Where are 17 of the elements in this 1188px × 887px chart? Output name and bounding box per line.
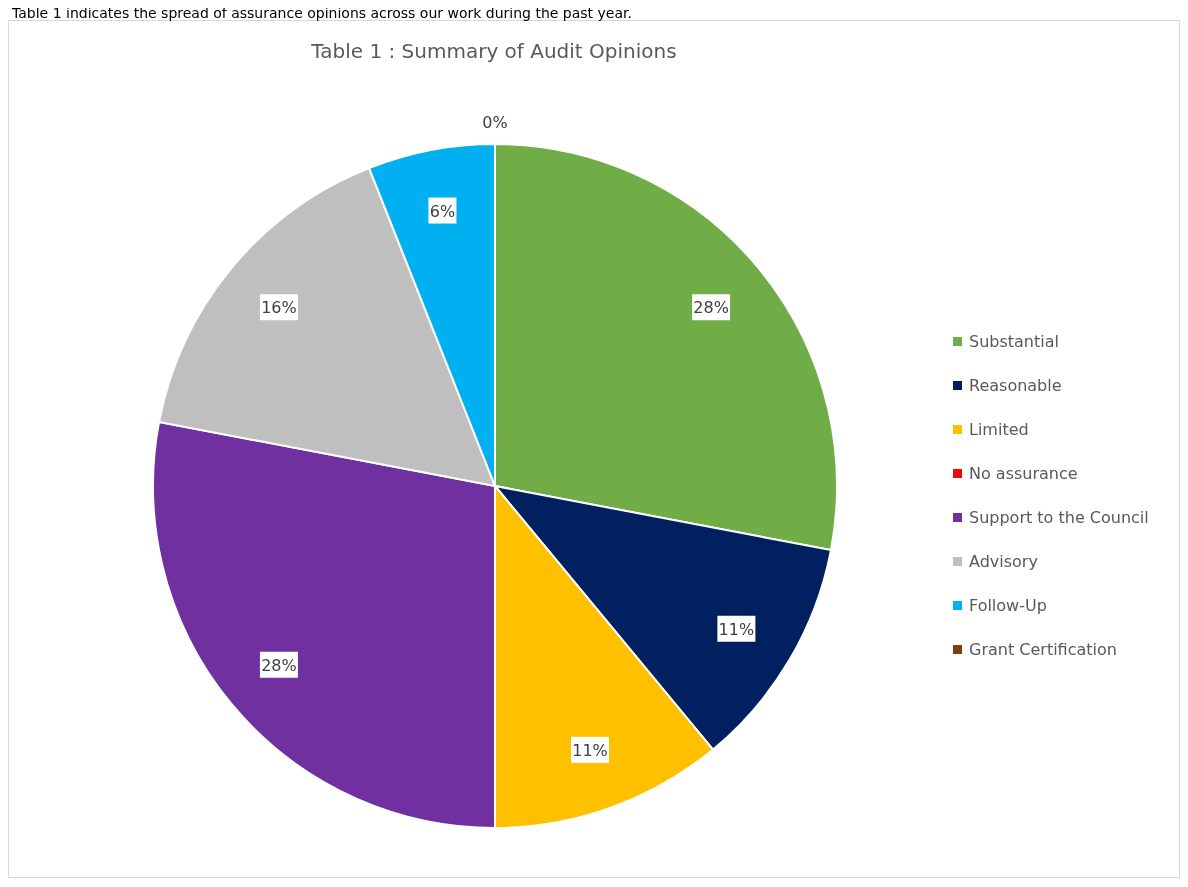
legend-label: No assurance [969,464,1078,483]
caption: Table 1 indicates the spread of assurance opinions across our work during the past year. [11,5,632,21]
legend-label: Limited [969,420,1029,439]
data-label: 28% [261,655,297,675]
text: 0% [482,113,508,132]
data-label: 28% [693,298,729,318]
legend-label: Grant Certification [969,640,1117,659]
data-label: 6% [429,201,456,221]
legend-label: Advisory [969,552,1038,571]
legend-label: Reasonable [969,376,1062,395]
data-label: 11% [718,619,755,639]
chart-title: Table 1 : Summary of Audit Opinions [310,39,677,63]
data-label: 11% [572,740,608,760]
legend-label: Substantial [969,332,1059,351]
data-label: 16% [261,298,297,318]
legend-label: Follow-Up [969,596,1047,615]
legend-label: Support to the Council [969,508,1149,527]
